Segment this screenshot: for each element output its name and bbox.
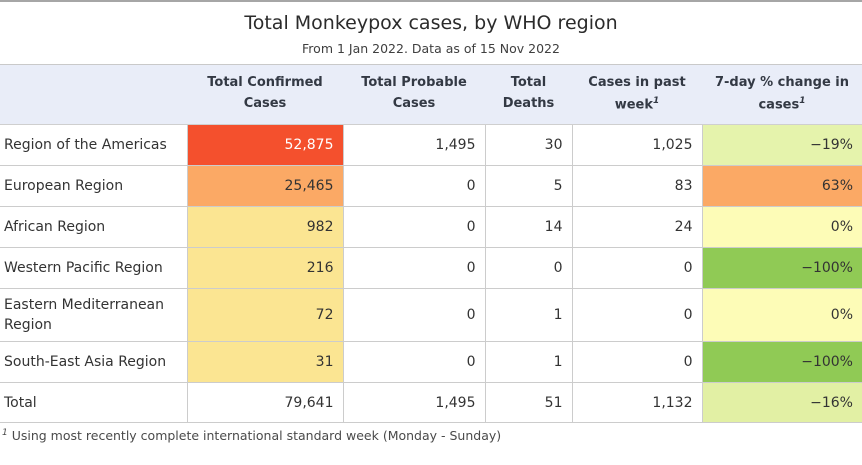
column-header-change: 7-day % change in cases1 [702,63,862,125]
table-row-western-pacific: Western Pacific Region 216 0 0 0 −100% [0,246,862,289]
table-row-south-east-asia: South-East Asia Region 31 0 1 0 −100% [0,341,862,384]
region-cell: African Region [0,205,188,248]
deaths-cell: 5 [484,164,573,207]
probable-cell: 0 [342,205,486,248]
table-row-eastern-mediterranean: Eastern Mediterranean Region 72 0 1 0 0% [0,287,862,343]
table-row-americas: Region of the Americas 52,875 1,495 30 1… [0,123,862,166]
confirmed-cell: 25,465 [186,164,344,207]
region-cell: South-East Asia Region [0,341,188,384]
footnote-ref-icon: 1 [799,95,806,106]
confirmed-cell: 79,641 [186,382,344,424]
confirmed-cell: 52,875 [186,123,344,166]
change-cell: 0% [701,287,862,343]
change-cell: −16% [701,382,862,424]
table-row-total: Total 79,641 1,495 51 1,132 −16% [0,382,862,424]
region-cell: Eastern Mediterranean Region [0,287,188,343]
monkeypox-region-table: Total Confirmed Cases Total Probable Cas… [0,63,862,424]
page-title: Total Monkeypox cases, by WHO region [244,12,618,34]
probable-cell: 0 [342,164,486,207]
deaths-cell: 51 [484,382,573,424]
region-cell: Total [0,382,188,424]
probable-cell: 0 [342,341,486,384]
confirmed-cell: 31 [186,341,344,384]
change-cell: 63% [701,164,862,207]
footnote: 1 Using most recently complete internati… [0,423,862,443]
deaths-cell: 1 [484,287,573,343]
deaths-cell: 30 [484,123,573,166]
column-header-confirmed: Total Confirmed Cases [187,63,343,125]
deaths-cell: 0 [484,246,573,289]
footnote-ref-icon: 1 [653,95,660,106]
past-week-cell: 0 [571,246,703,289]
page-subtitle: From 1 Jan 2022. Data as of 15 Nov 2022 [302,40,560,56]
change-cell: −100% [701,246,862,289]
probable-cell: 1,495 [342,382,486,424]
past-week-cell: 1,132 [571,382,703,424]
column-header-region [0,63,187,125]
change-cell: −19% [701,123,862,166]
past-week-cell: 0 [571,287,703,343]
region-cell: European Region [0,164,188,207]
footnote-marker: 1 [2,428,8,439]
confirmed-cell: 72 [186,287,344,343]
column-header-past-week: Cases in past week1 [572,63,702,125]
table-row-african: African Region 982 0 14 24 0% [0,205,862,248]
probable-cell: 0 [342,246,486,289]
past-week-cell: 24 [571,205,703,248]
past-week-cell: 83 [571,164,703,207]
confirmed-cell: 982 [186,205,344,248]
deaths-cell: 14 [484,205,573,248]
header-row: Total Confirmed Cases Total Probable Cas… [0,63,862,125]
past-week-cell: 0 [571,341,703,384]
footnote-text: Using most recently complete internation… [11,428,502,444]
probable-cell: 0 [342,287,486,343]
column-header-probable: Total Probable Cases [343,63,485,125]
confirmed-cell: 216 [186,246,344,289]
region-cell: Region of the Americas [0,123,188,166]
probable-cell: 1,495 [342,123,486,166]
column-header-deaths: Total Deaths [485,63,572,125]
page-top-divider [0,0,862,2]
change-cell: −100% [701,341,862,384]
change-cell: 0% [701,205,862,248]
table-row-european: European Region 25,465 0 5 83 63% [0,164,862,207]
past-week-cell: 1,025 [571,123,703,166]
region-cell: Western Pacific Region [0,246,188,289]
deaths-cell: 1 [484,341,573,384]
